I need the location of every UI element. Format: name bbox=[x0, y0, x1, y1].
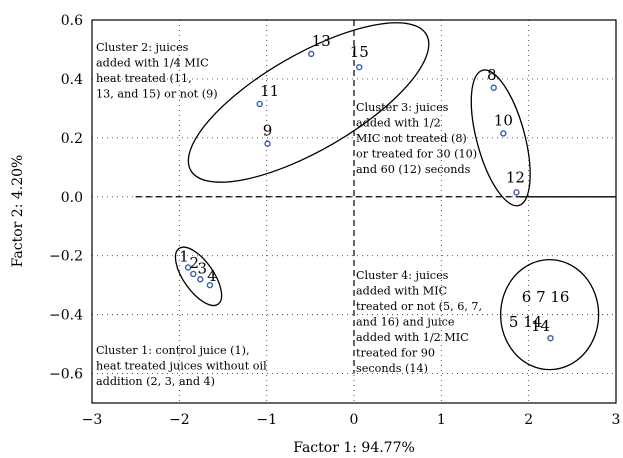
x-tick-label-5: 2 bbox=[524, 412, 533, 428]
point-3 bbox=[197, 276, 204, 283]
point-label-11: 11 bbox=[260, 82, 279, 100]
cluster-4-note-line-4: added with 1/2 MIC bbox=[356, 331, 469, 344]
point-15 bbox=[356, 63, 363, 71]
cluster-1-note-line-1: heat treated juices without oil bbox=[96, 360, 267, 373]
cluster-3-note-line-1: added with 1/2 bbox=[356, 117, 441, 130]
cluster-3-note-line-0: Cluster 3: juices bbox=[356, 101, 449, 114]
x-axis-label: Factor 1: 94.77% bbox=[293, 440, 415, 456]
cluster-4-note-line-0: Cluster 4: juices bbox=[356, 269, 449, 282]
cluster-4-ellipse bbox=[499, 258, 600, 371]
point-14 bbox=[547, 334, 554, 342]
cluster-2-note-line-0: Cluster 2: juices bbox=[96, 41, 189, 54]
group-label-5: 5 14 bbox=[509, 313, 542, 331]
y-tick-label-4: 0.2 bbox=[61, 131, 83, 147]
y-tick-label-5: 0.4 bbox=[61, 72, 83, 88]
point-8 bbox=[490, 84, 497, 91]
x-tick-label-1: −2 bbox=[169, 412, 190, 428]
point-2 bbox=[190, 270, 197, 278]
cluster-4-note: Cluster 4: juices added with MIC treated o… bbox=[356, 269, 482, 375]
cluster-4-note-line-6: seconds (14) bbox=[356, 362, 428, 375]
cluster-2-note-line-1: added with 1/4 MIC bbox=[96, 57, 209, 70]
cluster-3-note-line-4: and 60 (12) seconds bbox=[356, 163, 471, 176]
point-label-10: 10 bbox=[494, 111, 513, 129]
y-axis-label: Factor 2: 4.20% bbox=[10, 155, 26, 268]
cluster-annotations: Cluster 2: juices added with 1/4 MIC heat … bbox=[96, 41, 482, 388]
point-label-12: 12 bbox=[506, 168, 525, 186]
point-4 bbox=[206, 281, 214, 289]
cluster-3-ellipse bbox=[470, 69, 531, 207]
cluster-1-note-line-0: Cluster 1: control juice (1), bbox=[96, 344, 250, 357]
cluster-2-ellipse bbox=[187, 22, 430, 183]
y-tick-label-6: 0.6 bbox=[61, 13, 83, 29]
cluster-2-note-line-3: 13, and 15) or not (9) bbox=[96, 88, 218, 101]
x-tick-label-0: −3 bbox=[82, 412, 103, 428]
cluster-2-note: Cluster 2: juices added with 1/4 MIC heat … bbox=[96, 41, 218, 101]
cluster-1-note-line-2: addition (2, 3, and 4) bbox=[96, 375, 215, 388]
x-tick-label-2: −1 bbox=[256, 412, 277, 428]
y-tick-label-3: 0.0 bbox=[61, 190, 83, 206]
x-tick-label-6: 3 bbox=[612, 412, 621, 428]
point-label-4: 4 bbox=[207, 267, 217, 285]
cluster-4-note-line-5: treated for 90 bbox=[356, 347, 435, 360]
cluster-4-note-line-2: treated or not (5, 6, 7, bbox=[356, 300, 482, 313]
cluster-3-note-line-3: or treated for 30 (10) bbox=[356, 148, 477, 161]
cluster-3-note-line-2: MIC not treated (8) bbox=[356, 132, 467, 145]
reference-lines bbox=[135, 20, 616, 374]
point-label-8: 8 bbox=[487, 66, 497, 84]
y-tick-labels: −0.6 −0.4 −0.2 0.0 0.2 0.4 0.6 bbox=[49, 13, 83, 383]
point-12 bbox=[513, 189, 520, 196]
point-10 bbox=[500, 130, 507, 137]
point-label-9: 9 bbox=[263, 122, 273, 140]
cluster-4-note-line-3: and 16) and juice bbox=[356, 316, 455, 329]
point-label-15: 15 bbox=[350, 43, 369, 61]
cluster-ellipses bbox=[174, 22, 600, 371]
point-label-14: 14 bbox=[531, 317, 550, 335]
point-11 bbox=[256, 100, 263, 108]
cluster-2-note-line-2: heat treated (11, bbox=[96, 72, 192, 85]
cluster-1-ellipse bbox=[174, 246, 223, 307]
point-13 bbox=[308, 50, 315, 58]
data-points bbox=[184, 50, 554, 342]
x-tick-labels: −3 −2 −1 0 1 2 3 bbox=[82, 412, 621, 428]
point-9 bbox=[264, 140, 271, 147]
point-label-13: 13 bbox=[312, 32, 331, 50]
point-1 bbox=[184, 264, 192, 271]
cluster-4-note-line-1: added with MIC bbox=[356, 285, 447, 298]
y-tick-label-1: −0.4 bbox=[49, 308, 83, 324]
cluster-1-note: Cluster 1: control juice (1), heat treate… bbox=[96, 344, 267, 388]
group-label-6-7-16: 6 7 16 bbox=[522, 288, 570, 306]
point-label-3: 3 bbox=[198, 259, 208, 277]
x-tick-label-4: 1 bbox=[437, 412, 446, 428]
point-label-1: 1 bbox=[179, 247, 189, 265]
x-tick-label-3: 0 bbox=[350, 412, 359, 428]
y-tick-label-0: −0.6 bbox=[49, 367, 83, 383]
cluster-3-note: Cluster 3: juices added with 1/2 MIC not t… bbox=[356, 101, 477, 176]
plot-frame bbox=[91, 19, 617, 404]
y-tick-label-2: −0.2 bbox=[49, 249, 83, 265]
point-label-2: 2 bbox=[190, 254, 200, 272]
